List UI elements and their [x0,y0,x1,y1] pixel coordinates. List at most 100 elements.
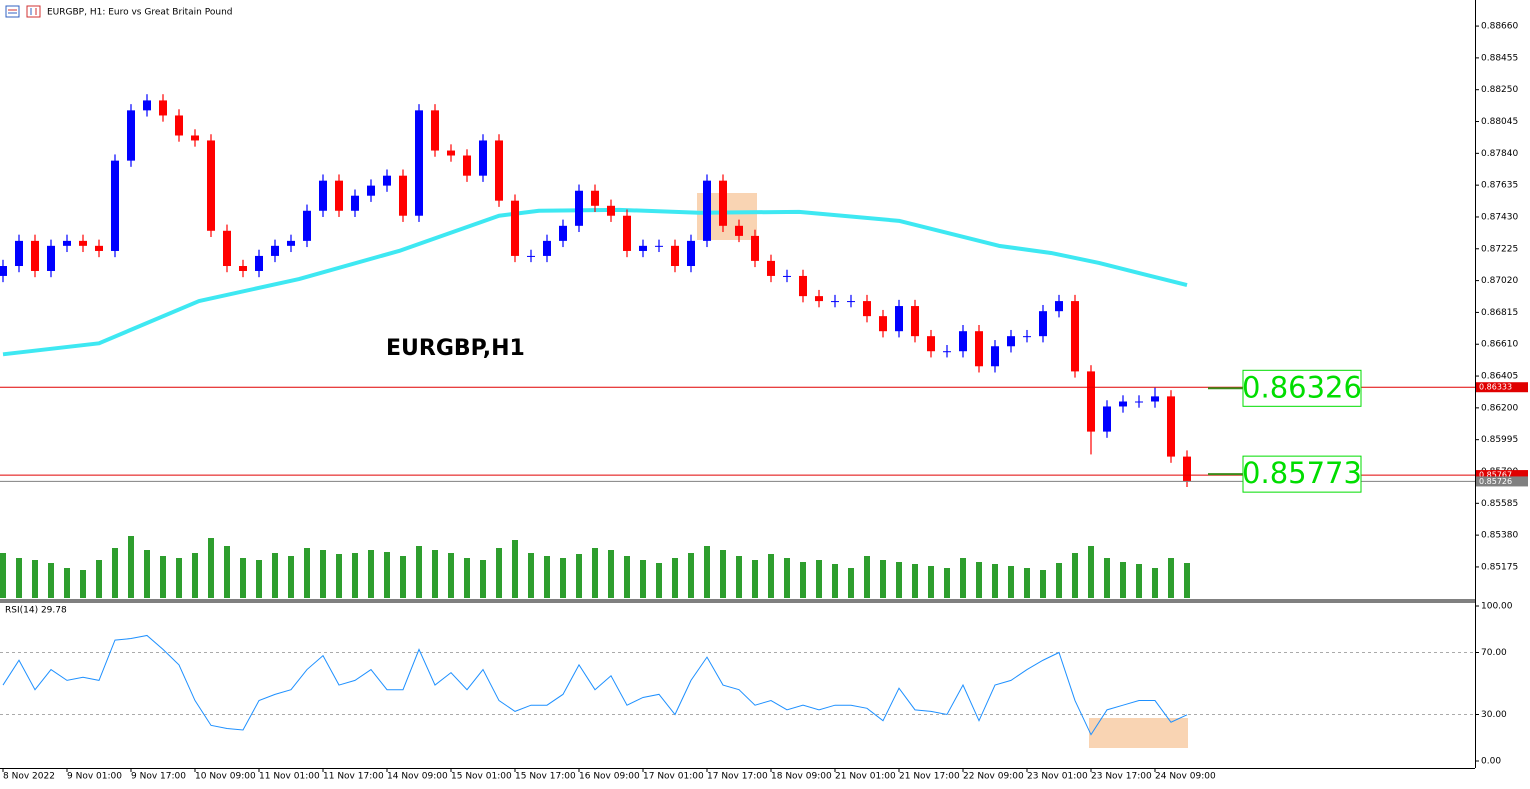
y-tick-label: 0.88250 [1481,85,1518,95]
candle-body [1183,456,1191,482]
volume-bar [800,562,806,598]
volume-bar [288,556,294,598]
volume-bar [512,540,518,598]
y-tick-label: 0.85380 [1481,531,1518,541]
volume-bar [688,553,694,598]
candle-body [223,230,231,267]
volume-bar [80,570,86,598]
candle-body [95,245,103,251]
volume-bar [368,550,374,598]
volume-bar [672,558,678,598]
volume-bar [960,558,966,598]
candle-body [879,316,887,332]
annotation-label: 0.86326 [1242,370,1362,404]
volume-bar [352,553,358,598]
volume-bar [32,560,38,598]
volume-bar [864,556,870,598]
annotation-label: 0.85773 [1242,456,1362,490]
x-tick-label: 10 Nov 09:00 [195,772,256,782]
candle-body [975,331,983,367]
volume-bar [112,548,118,598]
x-tick-label: 23 Nov 01:00 [1027,772,1088,782]
candle-body [1087,371,1095,432]
rsi-label: RSI(14) 29.78 [5,606,67,616]
volume-bar [624,556,630,598]
y-tick-label: 0.86610 [1481,340,1518,350]
volume-bar [928,566,934,598]
level-label-box [1476,382,1528,393]
candle-body [175,115,183,136]
volume-bar [656,563,662,598]
candle-body [527,255,535,257]
candle-body [415,110,423,216]
volume-bar [176,558,182,598]
candle-body [463,155,471,176]
volume-bar [1008,566,1014,598]
volume-bar [336,554,342,598]
annotation-box [1242,455,1362,493]
volume-bar [1120,562,1126,598]
annotation-box [1242,369,1362,407]
candle-body [63,240,71,246]
candle-body [735,225,743,236]
x-tick-label: 9 Nov 17:00 [131,772,186,782]
volume-bar [256,560,262,598]
x-tick-label: 21 Nov 17:00 [899,772,960,782]
volume-bar [880,560,886,598]
volume-bar [1072,553,1078,598]
x-tick-label: 9 Nov 01:00 [67,772,122,782]
x-tick-label: 16 Nov 09:00 [579,772,640,782]
candle-body [543,240,551,256]
candle-body [767,260,775,276]
volume-bar [720,550,726,598]
candle-body [255,255,263,271]
volume-bar [816,560,822,598]
candle-body [143,100,151,111]
y-tick-label: 0.85585 [1481,499,1518,509]
x-tick-label: 11 Nov 17:00 [323,772,384,782]
level-label: 0.86333 [1479,383,1512,392]
candle-body [703,180,711,241]
x-tick-label: 8 Nov 2022 [3,772,55,782]
candle-body [303,210,311,241]
volume-bar [1136,564,1142,598]
candle-body [991,346,999,367]
volume-bar [752,560,758,598]
volume-bar [832,564,838,598]
candle-body [927,336,935,352]
level-label-box [1476,470,1528,481]
volume-bar [784,558,790,598]
volume-bar [1184,563,1190,598]
level-label-box [1476,476,1528,487]
volume-bar [160,556,166,598]
candle-body [751,235,759,261]
candle-body [31,240,39,271]
candle-body [79,240,87,246]
candle-body [335,180,343,211]
candle-body [911,306,919,337]
candle-body [639,245,647,251]
volume-bar [1168,558,1174,598]
x-tick-label: 18 Nov 09:00 [771,772,832,782]
candle-body [655,245,663,247]
volume-bar [432,550,438,598]
candle-body [15,240,23,267]
candle-body [783,275,791,277]
volume-bar [976,562,982,598]
volume-bar [400,556,406,598]
x-tick-label: 23 Nov 17:00 [1091,772,1152,782]
candle-body [367,185,375,196]
volume-bar [16,558,22,598]
candle-body [1007,336,1015,347]
x-tick-label: 21 Nov 01:00 [835,772,896,782]
candle-body [351,195,359,211]
highlight-box [1089,718,1188,748]
volume-bar [944,568,950,598]
candle-body [591,190,599,206]
volume-bar [64,568,70,598]
volume-bar [224,546,230,598]
candle-body [127,110,135,161]
volume-bar [1056,563,1062,598]
